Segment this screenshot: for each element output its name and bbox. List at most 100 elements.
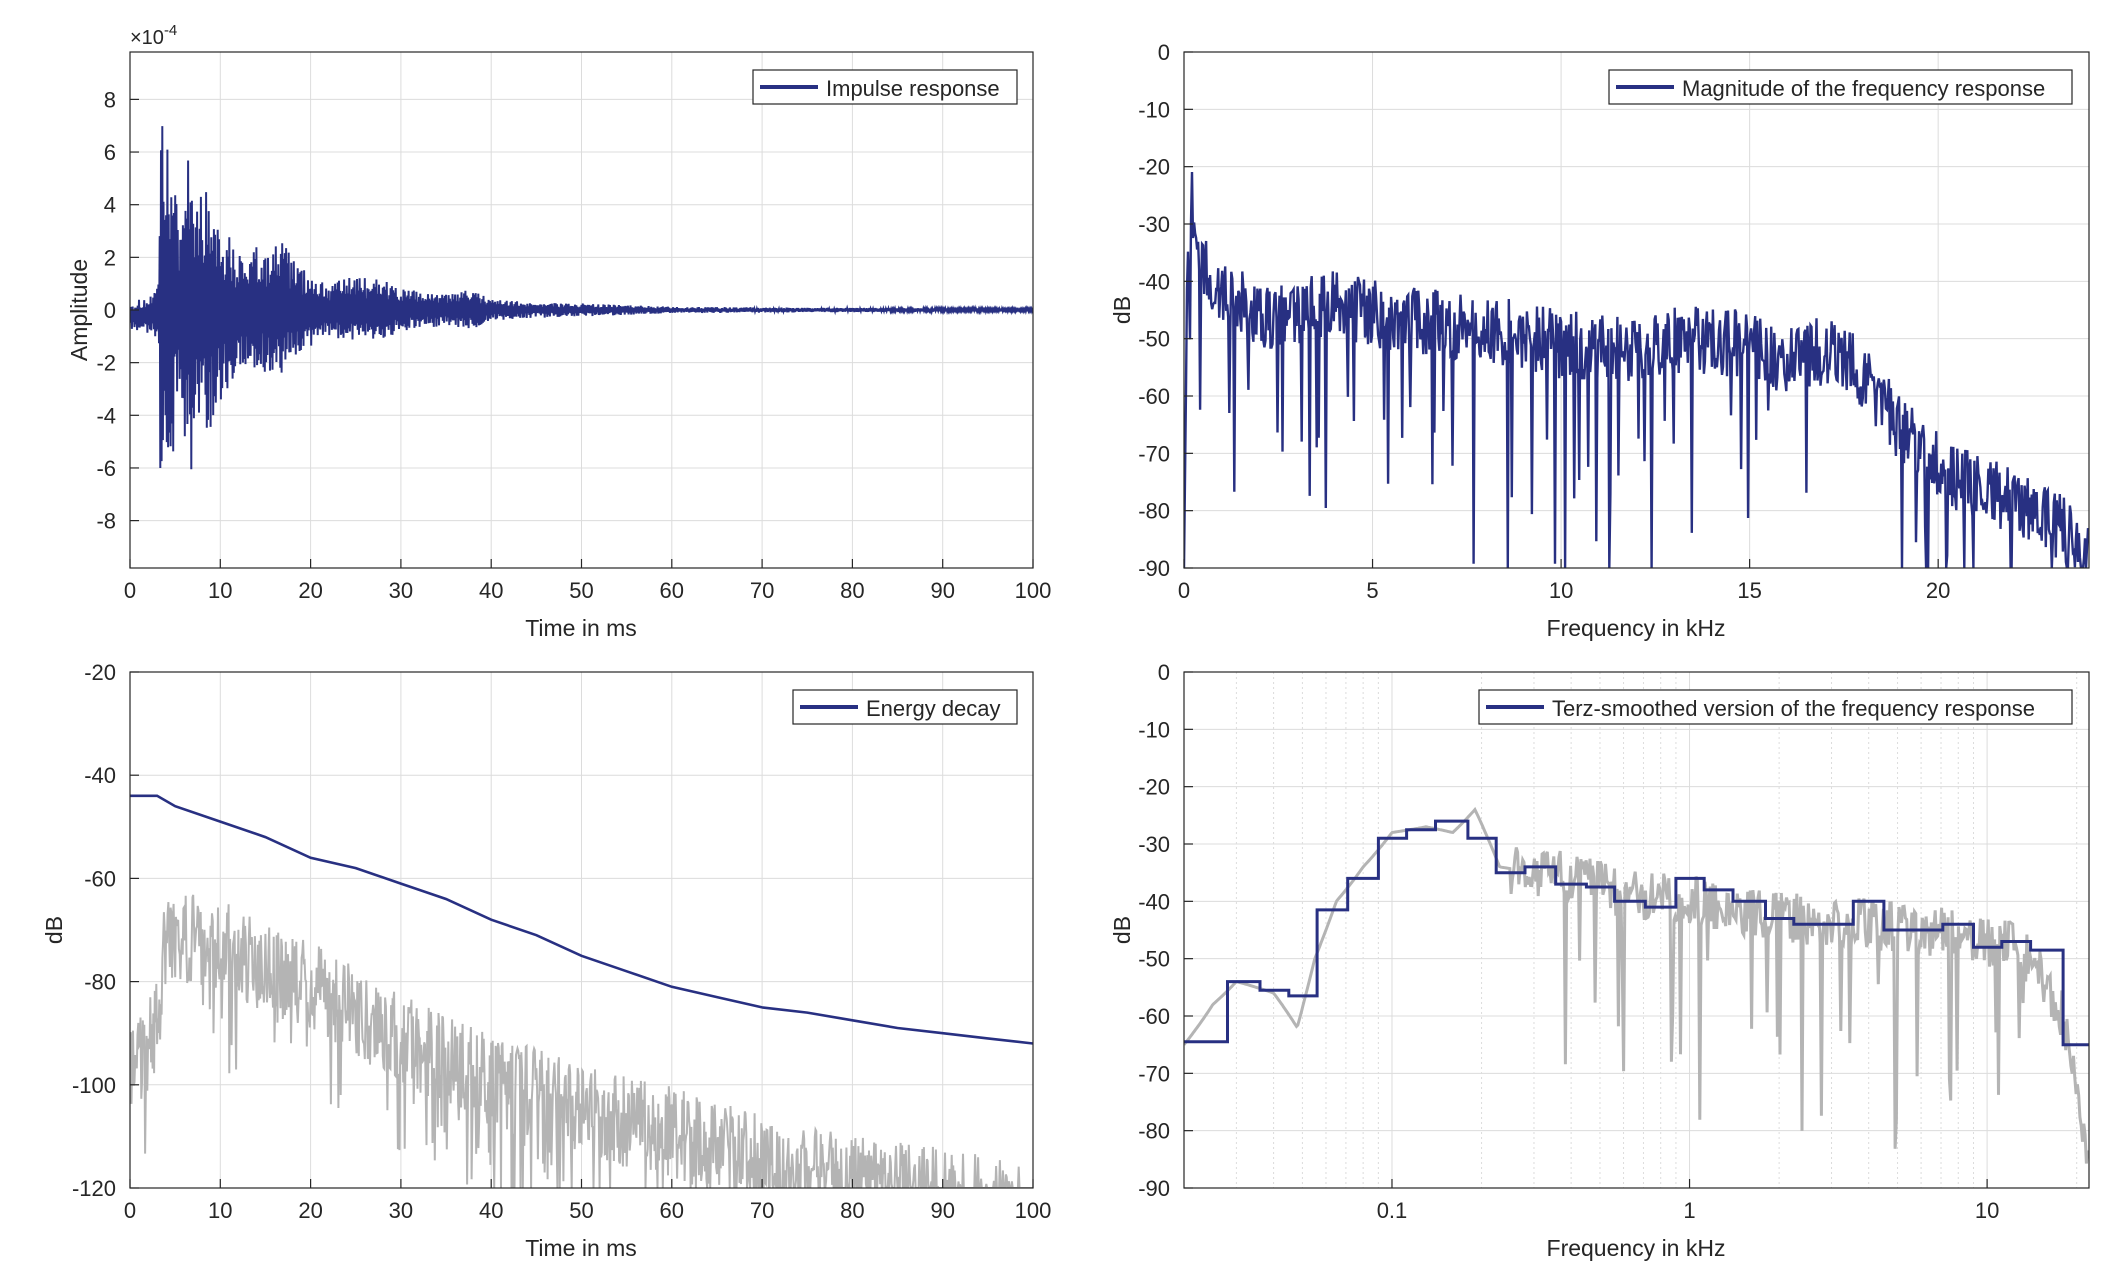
terz-axes-box [1183,671,2090,1189]
decay-x-tick-label: 50 [569,1198,593,1223]
decay-y-label: dB [41,916,67,944]
decay-y-ticks: -20 -40 -60 -80 -100 -120 [72,660,139,1201]
decay-legend: Energy decay [792,689,1018,725]
decay-x-tick-label: 0 [124,1198,136,1223]
terz-reference-line [1184,806,2089,1164]
decay-y-tick-label: -100 [72,1073,116,1098]
terz-legend-label: Terz-smoothed version of the frequency r… [1552,696,2035,721]
impulse-y-tick-label: -2 [96,351,116,376]
terz-smoothed-line [1184,819,2089,1047]
terz-y-tick-label: -10 [1138,717,1170,742]
terz-series-area [1184,806,2089,1164]
magnitude-y-tick-label: -70 [1138,441,1170,466]
decay-x-tick-label: 20 [298,1198,322,1223]
terz-y-tick-label: -80 [1138,1119,1170,1144]
impulse-x-tick-label: 60 [660,578,684,603]
terz-y-tick-label: -70 [1138,1061,1170,1086]
impulse-y-tick-label: 6 [104,140,116,165]
impulse-response-line [130,126,1033,470]
impulse-y-tick-label: 8 [104,87,116,112]
terz-x-tick-label: 1 [1683,1198,1695,1223]
magnitude-y-tick-label: -50 [1138,327,1170,352]
terz-x-label: Frequency in kHz [1547,1235,1726,1261]
magnitude-legend-label: Magnitude of the frequency response [1682,76,2045,101]
decay-x-tick-label: 100 [1015,1198,1052,1223]
impulse-x-tick-label: 30 [389,578,413,603]
impulse-y-tick-label: 0 [104,298,116,323]
decay-y-tick-label: -80 [84,970,116,995]
decay-y-tick-label: -60 [84,866,116,891]
magnitude-legend-box [1608,69,2073,105]
magnitude-legend: Magnitude of the frequency response [1608,69,2073,105]
magnitude-y-ticks: 0 -10 -20 -30 -40 -50 -60 -70 -80 -90 [1138,40,1193,581]
impulse-y-tick-label: -8 [96,509,116,534]
impulse-x-ticks: 0 10 20 30 40 50 60 70 80 90 100 [124,559,1051,603]
terz-y-tick-label: -60 [1138,1004,1170,1029]
impulse-y-label: Amplitude [66,259,92,361]
magnitude-chart: 0 5 10 15 20 0 -10 -20 -30 -40 -50 -60 -70 -80 -90 Fr… [1109,40,2090,641]
magnitude-x-tick-label: 20 [1926,578,1950,603]
magnitude-x-ticks: 0 5 10 15 20 [1178,559,1950,603]
magnitude-y-tick-label: -60 [1138,384,1170,409]
magnitude-y-label: dB [1109,296,1135,324]
impulse-x-tick-label: 80 [840,578,864,603]
energy-decay-line [130,794,1033,1045]
impulse-chart: 0 10 20 30 40 50 60 70 80 90 100 -8 -6 -4 -2 0 2 4 6 8 Tim… [66,22,1051,641]
impulse-series-area [130,126,1033,470]
decay-chart: 0 10 20 30 40 50 60 70 80 90 100 -20-40-60-80-100-… [41,660,1051,1261]
magnitude-y-tick-label: -20 [1138,155,1170,180]
impulse-y-tick-label: 4 [104,193,116,218]
magnitude-y-tick-label: -80 [1138,499,1170,524]
magnitude-x-tick-label: 15 [1737,578,1761,603]
decay-x-tick-label: 80 [840,1198,864,1223]
impulse-x-tick-label: 40 [479,578,503,603]
magnitude-y-tick-label: -40 [1138,269,1170,294]
terz-legend-box [1478,689,2073,725]
decay-y-tick-label: -40 [84,763,116,788]
impulse-x-tick-label: 0 [124,578,136,603]
magnitude-x-tick-label: 5 [1366,578,1378,603]
terz-y-tick-label: -30 [1138,832,1170,857]
terz-x-tick-label: 10 [1975,1198,1999,1223]
impulse-y-tick-label: -4 [96,403,116,428]
terz-y-ticks: 0 -10 -20 -30 -40 -50 -60 -70 -80 -90 [1138,660,1193,1201]
decay-x-tick-label: 90 [930,1198,954,1223]
terz-legend: Terz-smoothed version of the frequency r… [1478,689,2073,725]
decay-x-tick-label: 40 [479,1198,503,1223]
impulse-legend: Impulse response [752,69,1018,105]
decay-reference-line [130,894,1033,1188]
magnitude-response-line [1184,171,2089,568]
impulse-y-tick-label: -6 [96,456,116,481]
terz-x-tick-label: 0.1 [1377,1198,1408,1223]
magnitude-y-tick-label: -30 [1138,212,1170,237]
impulse-x-tick-label: 50 [569,578,593,603]
terz-chart: 0.1 1 10 0 -10 -20 -30 -40 -50 -60 -70 -80 -90 Freq… [1109,660,2090,1261]
terz-y-tick-label: 0 [1158,660,1170,685]
impulse-x-label: Time in ms [525,615,637,641]
impulse-legend-box [752,69,1018,105]
magnitude-y-tick-label: 0 [1158,40,1170,65]
magnitude-axes-box [1183,51,2090,569]
decay-x-tick-label: 10 [208,1198,232,1223]
terz-y-tick-label: -20 [1138,775,1170,800]
impulse-x-tick-label: 100 [1015,578,1052,603]
terz-y-tick-label: -50 [1138,947,1170,972]
decay-x-tick-label: 30 [389,1198,413,1223]
impulse-y-tick-label: 2 [104,245,116,270]
impulse-x-tick-label: 20 [298,578,322,603]
impulse-y-ticks: -8 -6 -4 -2 0 2 4 6 8 [96,87,139,534]
decay-y-tick-label: -20 [84,660,116,685]
terz-y-label: dB [1109,916,1135,944]
magnitude-series-area [1184,171,2089,568]
impulse-exponent-label: ×10-4 [130,22,177,49]
magnitude-x-label: Frequency in kHz [1547,615,1726,641]
impulse-legend-label: Impulse response [826,76,1000,101]
terz-y-tick-label: -40 [1138,889,1170,914]
decay-x-ticks: 0 10 20 30 40 50 60 70 80 90 100 [124,1179,1051,1223]
decay-series-area [130,794,1033,1188]
magnitude-x-tick-label: 0 [1178,578,1190,603]
terz-y-tick-label: -90 [1138,1176,1170,1201]
magnitude-x-tick-label: 10 [1549,578,1573,603]
decay-x-tick-label: 60 [660,1198,684,1223]
